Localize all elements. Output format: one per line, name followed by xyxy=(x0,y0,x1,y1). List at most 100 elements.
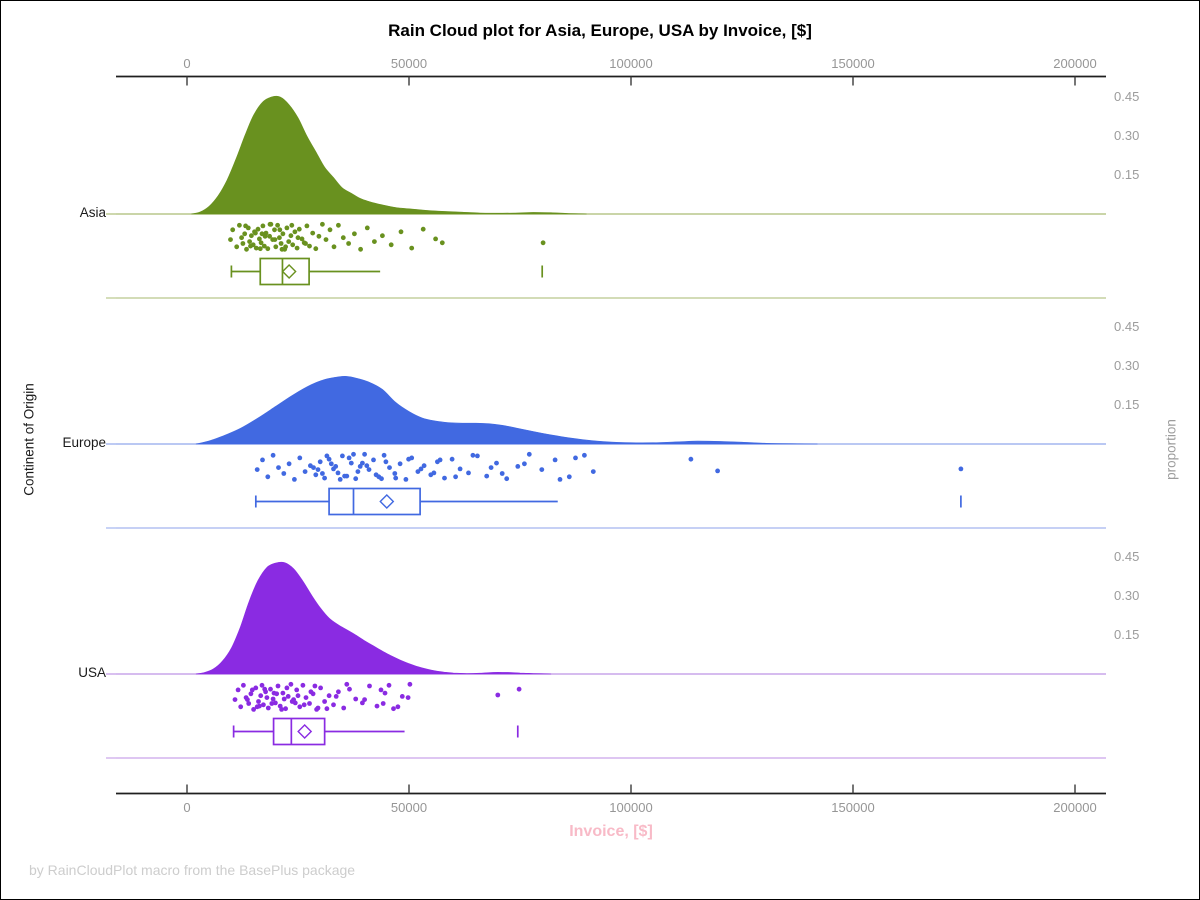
rain-point-europe xyxy=(353,476,359,482)
rain-point-europe xyxy=(270,452,276,458)
rain-point-usa xyxy=(322,699,327,704)
rain-point-usa xyxy=(256,699,261,704)
rain-point-asia xyxy=(286,239,292,245)
rain-point-asia xyxy=(299,236,305,242)
x-tick-label-bottom: 0 xyxy=(183,800,191,815)
rain-point-usa xyxy=(395,704,401,710)
rain-point-usa xyxy=(253,685,259,691)
rain-point-asia xyxy=(316,233,322,239)
x-tick-label-bottom: 50000 xyxy=(390,800,428,815)
rain-point-usa xyxy=(386,682,392,688)
rain-point-asia xyxy=(323,237,329,243)
rain-point-europe xyxy=(281,471,287,476)
rain-point-europe xyxy=(254,467,260,472)
rain-point-europe xyxy=(453,474,458,480)
proportion-tick-label-europe: 0.45 xyxy=(1114,319,1140,334)
rain-point-usa xyxy=(380,701,386,706)
rain-point-asia xyxy=(364,225,370,231)
rain-point-usa xyxy=(331,702,336,708)
rain-point-europe xyxy=(260,457,265,463)
rain-point-europe xyxy=(337,477,343,482)
rain-point-usa xyxy=(283,706,288,712)
rain-point-usa xyxy=(273,700,278,706)
rain-point-europe xyxy=(504,476,510,482)
rain-point-europe xyxy=(302,469,308,474)
rain-point-usa xyxy=(281,696,287,702)
rain-point-asia xyxy=(280,231,286,237)
rain-point-usa xyxy=(280,690,286,696)
density-cloud-europe xyxy=(195,376,818,445)
rain-point-europe xyxy=(442,475,447,481)
rain-point-usa xyxy=(378,687,384,693)
rain-point-asia xyxy=(278,241,284,246)
rain-point-asia xyxy=(288,233,294,239)
rain-point-asia xyxy=(358,246,363,252)
rain-point-usa xyxy=(292,700,298,706)
rain-point-europe xyxy=(437,457,443,463)
mean-diamond-asia xyxy=(281,264,297,279)
rain-point-usa xyxy=(288,681,294,687)
rain-point-asia xyxy=(260,223,266,229)
rain-point-usa xyxy=(261,702,266,708)
rain-point-usa xyxy=(308,689,314,695)
rain-point-usa xyxy=(336,689,341,695)
rain-point-europe xyxy=(371,457,376,463)
rain-point-europe xyxy=(515,464,521,469)
rain-point-usa xyxy=(382,690,388,696)
rain-point-asia xyxy=(273,244,279,250)
rain-point-europe xyxy=(449,456,455,462)
rain-point-europe xyxy=(297,455,303,461)
box-asia xyxy=(259,257,310,286)
rain-point-asia xyxy=(279,246,285,252)
rain-point-usa xyxy=(249,687,255,693)
rain-point-asia xyxy=(372,239,377,245)
y-axis-label-right: proportion xyxy=(1163,419,1179,480)
rain-point-usa xyxy=(300,682,306,688)
rain-point-asia xyxy=(283,244,288,250)
rain-point-europe xyxy=(582,452,587,458)
density-cloud-usa xyxy=(195,561,552,675)
rain-point-asia xyxy=(277,235,282,241)
rain-point-usa xyxy=(344,681,350,687)
rain-point-usa xyxy=(235,687,241,693)
rain-point-europe xyxy=(322,475,327,481)
rain-point-asia xyxy=(272,237,278,243)
rain-point-europe xyxy=(346,455,352,461)
rain-point-usa xyxy=(347,686,352,692)
rain-point-europe xyxy=(457,466,463,472)
rain-point-asia xyxy=(277,227,283,233)
proportion-tick-label-asia: 0.15 xyxy=(1114,167,1140,182)
proportion-tick-label-usa: 0.15 xyxy=(1114,627,1140,642)
y-axis-label-left: Continent of Origin xyxy=(21,383,37,496)
rain-point-asia xyxy=(258,240,264,246)
x-tick-label-bottom: 150000 xyxy=(831,800,875,815)
rain-point-usa xyxy=(279,707,284,712)
rain-point-asia xyxy=(255,226,261,232)
rain-point-usa xyxy=(246,701,252,706)
category-label-asia: Asia xyxy=(79,205,106,220)
rain-point-usa xyxy=(353,696,359,702)
rain-point-asia xyxy=(249,233,254,239)
x-tick-label-top: 50000 xyxy=(390,56,428,71)
category-label-europe: Europe xyxy=(62,435,106,450)
attribution-note: by RainCloudPlot macro from the BasePlus… xyxy=(29,862,356,878)
rain-point-europe xyxy=(315,467,321,472)
rain-point-europe xyxy=(484,473,490,479)
rain-point-usa xyxy=(269,701,275,706)
rain-point-usa xyxy=(295,693,301,699)
rain-point-asia xyxy=(261,243,267,249)
rain-point-asia xyxy=(294,245,300,251)
x-tick-label-top: 0 xyxy=(183,56,191,71)
rain-point-asia xyxy=(265,246,271,252)
rain-point-europe xyxy=(387,465,392,470)
rain-point-usa xyxy=(362,697,367,702)
rain-point-europe xyxy=(566,474,572,480)
rain-point-usa xyxy=(285,694,291,699)
rain-point-usa xyxy=(367,683,372,689)
rain-point-europe xyxy=(340,453,345,459)
rain-point-europe xyxy=(539,467,545,472)
rain-point-asia xyxy=(310,230,316,236)
rain-point-asia xyxy=(244,246,249,252)
rain-point-asia xyxy=(327,227,333,233)
rain-point-usa xyxy=(248,691,254,697)
